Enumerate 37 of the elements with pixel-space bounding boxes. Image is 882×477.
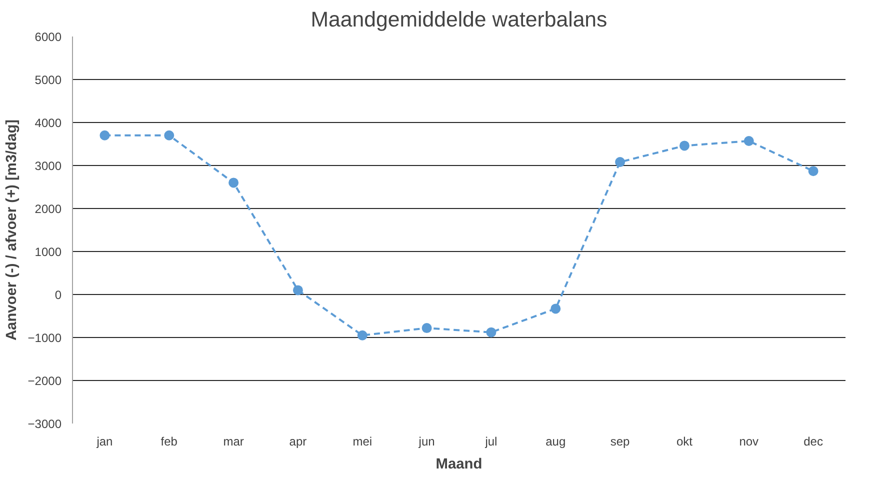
y-tick-label: −3000 (28, 417, 62, 431)
x-tick-label: aug (546, 434, 566, 448)
x-tick-label: jun (418, 434, 435, 448)
y-tick-label: −1000 (28, 331, 62, 345)
x-tick-label: sep (610, 434, 630, 448)
x-tick-label: jan (96, 434, 113, 448)
point (422, 323, 432, 334)
point (615, 157, 626, 168)
x-tick-label: feb (160, 434, 178, 448)
y-axis-title: Aanvoer (-) / afvoer (+) [m3/dag] (4, 119, 20, 341)
y-tick-label: −2000 (28, 374, 62, 388)
point (357, 330, 368, 340)
point (486, 327, 496, 338)
y-tick-label: 6000 (34, 30, 62, 44)
y-tick-label: 3000 (34, 159, 62, 173)
chart-title: Maandgemiddelde waterbalans (310, 8, 608, 32)
x-tick-label: jul (484, 434, 498, 448)
y-tick-label: 0 (54, 288, 62, 302)
x-tick-label: mei (352, 434, 372, 448)
x-tick-label: dec (804, 434, 823, 448)
x-tick-label: okt (676, 434, 694, 448)
y-tick-label: 1000 (34, 245, 62, 259)
point (100, 130, 110, 140)
y-tick-label: 4000 (34, 116, 62, 130)
point (744, 136, 754, 146)
x-tick-label: mar (223, 434, 244, 448)
point (679, 140, 690, 151)
point (164, 130, 174, 140)
point (808, 166, 818, 176)
point (550, 304, 561, 314)
y-tick-label: 5000 (34, 73, 62, 87)
x-axis-title: Maand (436, 456, 482, 472)
x-tick-label: apr (289, 434, 307, 448)
point (228, 178, 239, 188)
y-tick-label: 2000 (34, 202, 62, 216)
x-tick-label: nov (739, 434, 759, 448)
point (292, 285, 303, 296)
